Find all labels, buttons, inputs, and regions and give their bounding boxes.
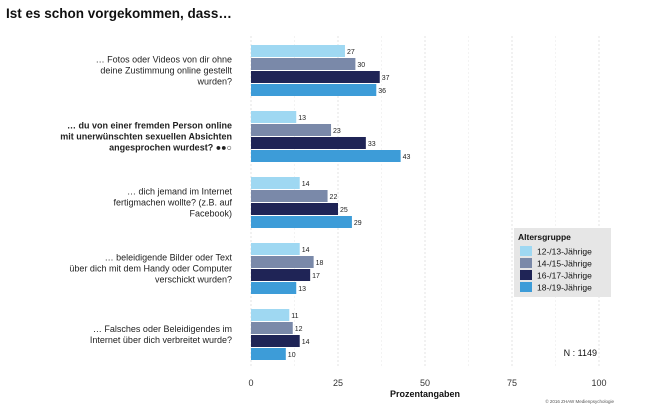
bar <box>251 137 366 149</box>
category-label: … du von einer fremden Person online mit … <box>60 121 232 153</box>
legend-swatch <box>520 246 532 256</box>
bar <box>251 243 300 255</box>
x-axis-ticks: 0 25 50 75 100 <box>248 378 606 388</box>
bar <box>251 58 356 70</box>
x-tick-label: 100 <box>591 378 606 388</box>
sample-size-note: N : 1149 <box>564 348 597 358</box>
bar-value-label: 13 <box>298 115 306 122</box>
bar <box>251 150 401 162</box>
bar <box>251 348 286 360</box>
bar <box>251 256 314 268</box>
bar-value-label: 33 <box>368 141 376 148</box>
bar <box>251 177 300 189</box>
bar-value-label: 12 <box>295 326 303 333</box>
bar-value-label: 25 <box>340 207 348 214</box>
bar <box>251 190 328 202</box>
x-axis-title: Prozentangaben <box>390 389 460 399</box>
legend-items: 12-/13-Jährige 14-/15-Jährige 16-/17-Jähri… <box>520 246 592 293</box>
category-label: … Fotos oder Videos von dir ohne deine Zu… <box>96 55 233 87</box>
bar-value-label: 43 <box>403 154 411 161</box>
category-label: … Falsches oder Beleidigendes im Internet… <box>90 324 232 345</box>
chart-title: Ist es schon vorgekommen, dass… <box>6 6 232 21</box>
bar-value-label: 14 <box>302 247 310 254</box>
x-tick-label: 0 <box>248 378 253 388</box>
bar-value-label: 18 <box>316 260 324 267</box>
category-label: … dich jemand im Internet fertigmachen wo… <box>113 187 232 219</box>
legend-label: 18-/19-Jährige <box>537 283 592 293</box>
bar <box>251 71 380 83</box>
bar-value-label: 27 <box>347 49 355 56</box>
legend-title: Altersgruppe <box>518 232 571 242</box>
bar <box>251 216 352 228</box>
legend-swatch <box>520 270 532 280</box>
legend-swatch <box>520 282 532 292</box>
bar <box>251 269 311 281</box>
bar <box>251 335 300 347</box>
bar <box>251 124 332 136</box>
x-tick-label: 50 <box>420 378 430 388</box>
legend-label: 14-/15-Jährige <box>537 259 592 269</box>
category-labels: … Fotos oder Videos von dir ohne deine Zu… <box>60 55 232 346</box>
copyright-note: © 2016 ZHAW Medienpsychologie <box>545 398 614 404</box>
category-label: … beleidigende Bilder oder Text über dich… <box>69 253 232 285</box>
legend: Altersgruppe 12-/13-Jährige 14-/15-Jährig… <box>514 228 611 297</box>
bar-value-label: 30 <box>357 62 365 69</box>
bar <box>251 203 338 215</box>
bar-value-label: 14 <box>302 339 310 346</box>
bar-value-label: 13 <box>298 286 306 293</box>
bar-value-label: 37 <box>382 75 390 82</box>
legend-label: 12-/13-Jährige <box>537 247 592 257</box>
x-tick-label: 75 <box>507 378 517 388</box>
x-tick-label: 25 <box>333 378 343 388</box>
bar-value-label: 14 <box>302 181 310 188</box>
bar-value-label: 11 <box>291 313 298 320</box>
legend-swatch <box>520 258 532 268</box>
bar <box>251 309 290 321</box>
bar <box>251 45 345 57</box>
bar-value-label: 10 <box>288 352 296 359</box>
bar-value-label: 17 <box>312 273 320 280</box>
bar-value-label: 23 <box>333 128 341 135</box>
bar <box>251 322 293 334</box>
bar <box>251 84 377 96</box>
bar-value-label: 22 <box>330 194 338 201</box>
bar-value-label: 36 <box>378 88 386 95</box>
bar <box>251 282 297 294</box>
bar-value-label: 29 <box>354 220 362 227</box>
bar <box>251 111 297 123</box>
legend-label: 16-/17-Jährige <box>537 271 592 281</box>
